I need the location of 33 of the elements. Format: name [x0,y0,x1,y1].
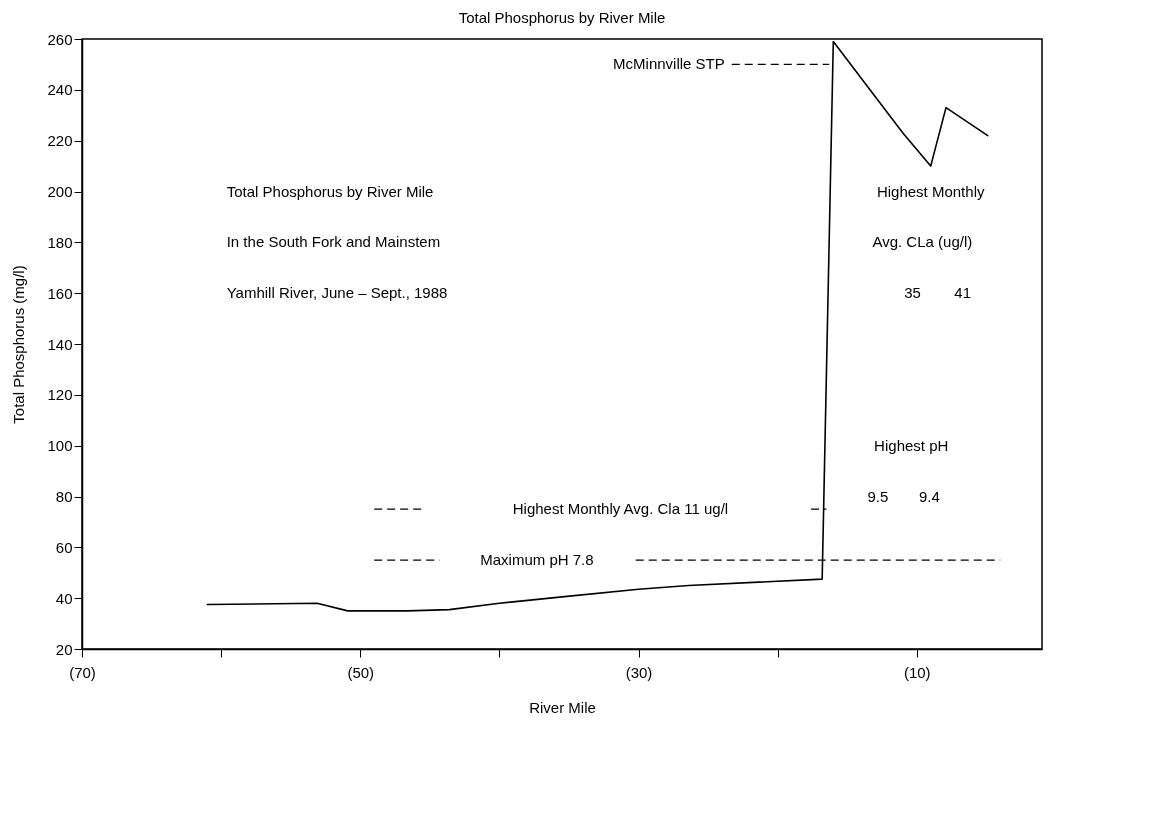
annotation: McMinnville STP [613,55,725,73]
y-tick-label: 220 [47,132,73,150]
y-tick-label: 20 [55,640,73,658]
y-tick-label: 160 [47,284,73,302]
x-tick-label: (50) [347,663,375,681]
y-tick-label: 40 [55,589,73,607]
annotation: Highest Monthly Avg. Cla 11 ug/l [512,500,729,518]
y-tick-label: 120 [47,386,73,404]
y-tick-label: 260 [47,30,73,48]
x-tick-label: (10) [903,663,931,681]
chart-title: Total Phosphorus by River Mile [458,9,666,26]
y-tick-label: 100 [47,437,73,455]
annotation: Avg. CLa (ug/l) [872,233,973,251]
annotation: Total Phosphorus by River Mile [226,182,434,200]
annotation: 35 [904,284,921,302]
y-tick-label: 180 [47,233,73,251]
annotation: Maximum pH 7.8 [480,551,594,569]
annotation: 41 [954,284,972,302]
y-tick-label: 200 [47,183,73,200]
annotation: Highest Monthly [876,182,985,200]
annotation: Highest pH [874,436,949,454]
y-axis-title: Total Phosphorus (mg/l) [10,265,28,424]
annotation: In the South Fork and Mainstem [226,233,441,251]
annotation: 9.5 [867,487,889,505]
y-tick-label: 140 [47,335,73,353]
y-tick-label: 60 [55,538,73,556]
annotation: 9.4 [918,487,940,505]
y-tick-label: 240 [47,81,73,99]
x-tick-label: (30) [625,663,653,681]
x-tick-label: (70) [69,663,96,681]
y-tick-label: 80 [55,488,73,505]
x-axis-title: River Mile [529,698,596,716]
annotation: Yamhill River, June – Sept., 1988 [226,284,448,302]
